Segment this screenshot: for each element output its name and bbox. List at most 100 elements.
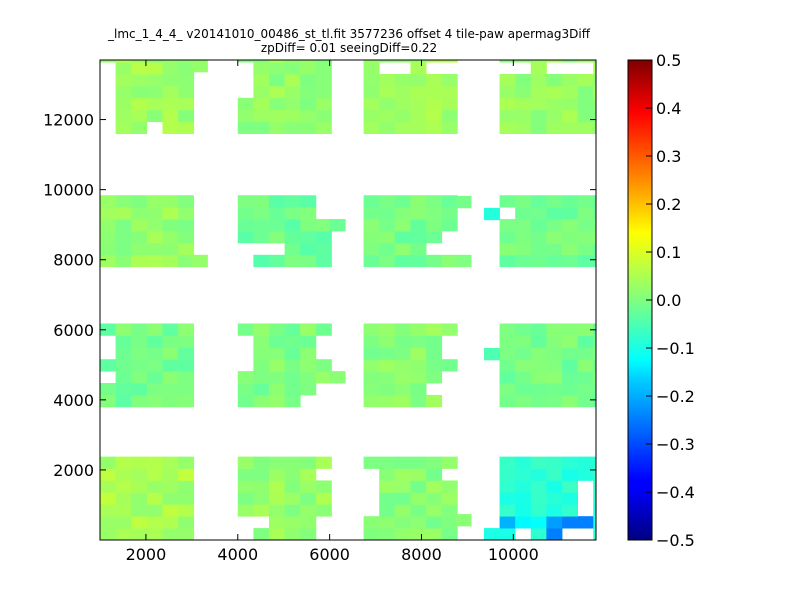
heatmap-cell xyxy=(237,394,254,408)
heatmap-cell xyxy=(115,97,132,111)
heatmap-cell xyxy=(191,254,208,268)
heatmap-cell xyxy=(178,347,195,360)
heatmap-cell xyxy=(394,492,411,505)
heatmap-cell xyxy=(394,347,411,360)
heatmap-cell xyxy=(100,492,117,505)
heatmap-cell xyxy=(426,371,443,384)
heatmap-cell xyxy=(426,195,443,208)
heatmap-cell xyxy=(394,394,411,408)
heatmap-cell xyxy=(237,207,254,220)
heatmap-cell xyxy=(176,528,193,541)
heatmap-cell xyxy=(237,468,254,481)
heatmap-cell xyxy=(410,254,427,268)
heatmap-cell xyxy=(131,468,148,481)
heatmap-cell xyxy=(577,323,594,336)
heatmap-cell xyxy=(284,492,301,505)
heatmap-cell xyxy=(394,528,411,541)
heatmap-cell xyxy=(253,254,270,268)
heatmap-cell xyxy=(530,456,547,469)
heatmap-cell xyxy=(284,230,301,244)
plot-area: 2000 4000 6000 8000 10000 2000 4000 6000 8000 10… xyxy=(43,59,597,564)
heatmap-cell xyxy=(426,323,443,336)
heatmap-cell xyxy=(515,383,532,396)
heatmap-cell xyxy=(363,528,380,541)
heatmap-cell xyxy=(300,456,317,469)
y-tick-label: 4000 xyxy=(53,391,94,410)
heatmap-cell xyxy=(426,492,443,505)
heatmap-cell xyxy=(410,60,427,63)
heatmap-cell xyxy=(593,480,597,493)
heatmap-cell xyxy=(269,504,286,517)
heatmap-cell xyxy=(379,468,396,481)
heatmap-cell xyxy=(178,121,195,134)
heatmap-cell xyxy=(269,195,286,208)
heatmap-cell xyxy=(284,195,301,208)
heatmap-cell xyxy=(379,347,396,360)
heatmap-cell xyxy=(162,85,179,99)
heatmap-cell xyxy=(499,121,516,134)
heatmap-cell xyxy=(394,60,411,63)
heatmap-cell xyxy=(379,371,396,384)
heatmap-cell xyxy=(441,323,458,336)
heatmap-cell xyxy=(237,492,254,505)
heatmap-cell xyxy=(191,60,208,73)
heatmap-cell xyxy=(253,492,270,505)
heatmap-cell xyxy=(162,359,179,372)
heatmap-cell xyxy=(546,492,563,505)
heatmap-cell xyxy=(300,359,317,372)
heatmap-cell xyxy=(284,109,301,123)
heatmap-cell xyxy=(162,121,179,134)
heatmap-cell xyxy=(131,242,148,256)
heatmap-cell xyxy=(315,60,332,63)
heatmap-cell xyxy=(100,230,117,244)
heatmap-cell xyxy=(515,456,532,469)
heatmap-cell xyxy=(115,254,132,268)
heatmap-cell xyxy=(115,456,132,469)
heatmap-cell xyxy=(146,195,163,208)
heatmap-cell xyxy=(300,74,317,87)
heatmap-cell xyxy=(577,394,594,408)
heatmap-cell xyxy=(379,85,396,99)
heatmap-cell xyxy=(426,335,443,348)
heatmap-cell xyxy=(562,335,579,348)
heatmap-cell xyxy=(426,207,443,220)
heatmap-cell xyxy=(131,394,148,408)
heatmap-cell xyxy=(146,504,163,517)
heatmap-cell xyxy=(253,109,270,123)
heatmap-cell xyxy=(315,121,332,134)
y-tick-label: 2000 xyxy=(53,461,94,480)
heatmap-cell xyxy=(237,504,254,517)
heatmap-cell xyxy=(530,219,547,232)
heatmap-cell xyxy=(178,504,195,517)
heatmap-cell xyxy=(178,516,195,529)
heatmap-cell xyxy=(546,359,563,372)
heatmap-cell xyxy=(562,60,579,63)
heatmap-cell xyxy=(237,323,254,336)
heatmap-cell xyxy=(131,109,148,123)
heatmap-cell xyxy=(315,504,332,517)
heatmap-cell xyxy=(315,480,332,493)
heatmap-cell xyxy=(253,195,270,208)
heatmap-cell xyxy=(178,85,195,99)
heatmap-cell xyxy=(115,207,132,220)
heatmap-cell xyxy=(100,60,117,63)
heatmap-cell xyxy=(410,121,427,134)
heatmap-cell xyxy=(441,109,458,123)
heatmap-cell xyxy=(253,121,270,134)
heatmap-cell xyxy=(300,230,317,244)
y-axis: 2000 4000 6000 8000 10000 12000 xyxy=(43,111,596,480)
heatmap-cell xyxy=(515,74,532,87)
heatmap-cell xyxy=(593,468,597,481)
heatmap-cell xyxy=(300,480,317,493)
heatmap-cell xyxy=(515,85,532,99)
heatmap-cell xyxy=(394,219,411,232)
heatmap-cell xyxy=(546,335,563,348)
heatmap-cell xyxy=(515,347,532,360)
heatmap-cell xyxy=(530,516,547,529)
heatmap-cell xyxy=(178,74,195,87)
heatmap-cell xyxy=(515,230,532,244)
heatmap-cell xyxy=(315,242,332,256)
heatmap-cell xyxy=(379,121,396,134)
heatmap-cell xyxy=(237,121,254,134)
heatmap-cell xyxy=(426,60,443,63)
